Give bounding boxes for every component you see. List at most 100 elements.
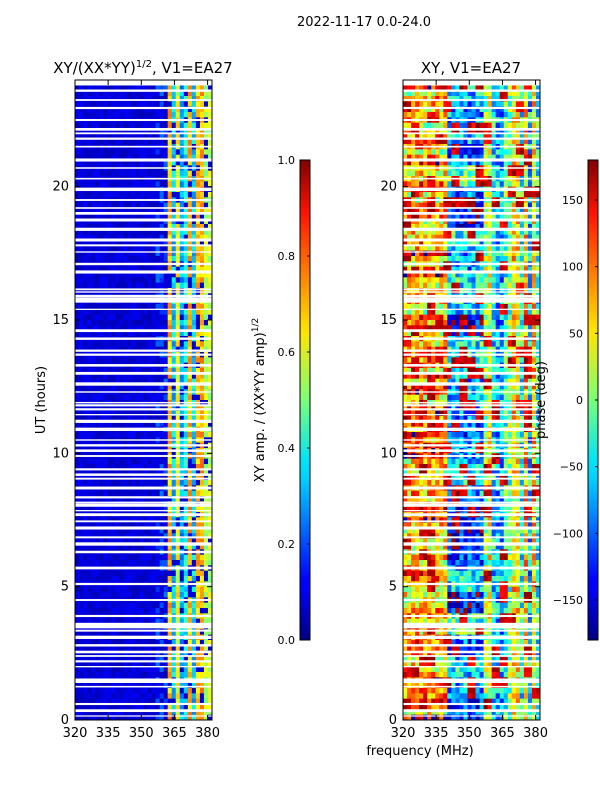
heatmap-cell	[131, 133, 137, 140]
heatmap-cell	[183, 357, 189, 364]
heatmap-cell	[143, 309, 149, 316]
heatmap-cell	[195, 229, 201, 236]
heatmap-cell	[79, 208, 84, 214]
heatmap-cell	[187, 96, 193, 102]
heatmap-cell	[147, 85, 153, 92]
heatmap-cell	[91, 421, 96, 428]
heatmap-cell	[179, 661, 185, 668]
heatmap-cell	[171, 682, 177, 689]
heatmap-cell	[83, 373, 88, 380]
heatmap-cell	[111, 133, 116, 140]
heatmap-cell	[203, 506, 209, 513]
heatmap-cell	[455, 106, 461, 113]
heatmap-cell	[183, 192, 189, 198]
heatmap-cell	[119, 341, 124, 348]
heatmap-cell	[123, 410, 128, 417]
heatmap-cell	[127, 458, 133, 465]
heatmap-cell	[471, 128, 477, 134]
heatmap-cell	[119, 101, 124, 108]
heatmap-cell	[167, 709, 173, 716]
heatmap-cell	[443, 101, 448, 108]
heatmap-cell	[127, 272, 133, 278]
heatmap-cell	[159, 608, 165, 614]
heatmap-cell	[415, 96, 420, 102]
heatmap-cell	[487, 106, 493, 113]
heatmap-cell	[83, 698, 88, 705]
heatmap-cell	[427, 90, 432, 97]
heatmap-cell	[187, 698, 193, 705]
heatmap-cell	[191, 496, 197, 502]
heatmap-cell	[111, 96, 116, 102]
heatmap-cell	[111, 373, 116, 380]
heatmap-cell	[139, 96, 145, 102]
heatmap-cell	[175, 709, 181, 716]
heatmap-cell	[135, 90, 141, 97]
heatmap-cell	[139, 320, 145, 326]
heatmap-cell	[459, 170, 465, 177]
heatmap-cell	[119, 384, 124, 390]
heatmap-cell	[175, 181, 181, 188]
heatmap-cell	[79, 666, 84, 673]
heatmap-cell	[147, 421, 153, 428]
heatmap-cell	[199, 394, 205, 401]
heatmap-cell	[163, 325, 169, 332]
heatmap-cell	[519, 133, 525, 140]
heatmap-cell	[147, 517, 153, 524]
heatmap-cell	[195, 245, 201, 252]
heatmap-cell	[87, 661, 92, 668]
heatmap-cell	[195, 432, 201, 438]
heatmap-cell	[87, 85, 92, 92]
heatmap-cell	[207, 384, 212, 390]
heatmap-cell	[203, 325, 209, 332]
flagged-row	[75, 99, 212, 101]
heatmap-cell	[495, 85, 501, 92]
heatmap-cell	[111, 629, 116, 636]
heatmap-cell	[99, 602, 104, 609]
heatmap-cell	[167, 517, 173, 524]
heatmap-cell	[455, 90, 461, 97]
heatmap-cell	[455, 181, 461, 188]
heatmap-cell	[475, 192, 481, 198]
heatmap-cell	[87, 250, 92, 257]
heatmap-cell	[419, 154, 424, 161]
heatmap-cell	[91, 138, 96, 145]
heatmap-cell	[147, 410, 153, 417]
heatmap-cell	[139, 602, 145, 609]
heatmap-cell	[183, 560, 189, 566]
heatmap-cell	[163, 688, 169, 694]
heatmap-cell	[471, 112, 477, 118]
heatmap-cell	[87, 709, 92, 716]
heatmap-cell	[79, 384, 84, 390]
heatmap-cell	[99, 341, 104, 348]
heatmap-cell	[159, 170, 165, 177]
heatmap-cell	[83, 688, 88, 694]
heatmap-cell	[99, 208, 104, 214]
heatmap-cell	[515, 170, 521, 177]
heatmap-cell	[151, 112, 157, 118]
heatmap-cell	[515, 133, 521, 140]
heatmap-cell	[95, 629, 100, 636]
heatmap-cell	[95, 682, 100, 689]
heatmap-cell	[79, 240, 84, 246]
heatmap-cell	[143, 650, 149, 657]
heatmap-cell	[159, 192, 165, 198]
heatmap-cell	[107, 432, 112, 438]
heatmap-cell	[115, 240, 120, 246]
heatmap-cell	[151, 256, 157, 262]
heatmap-cell	[159, 592, 165, 598]
heatmap-cell	[103, 560, 108, 566]
heatmap-cell	[175, 106, 181, 113]
heatmap-cell	[403, 101, 408, 108]
heatmap-cell	[447, 122, 452, 129]
heatmap-cell	[131, 341, 137, 348]
heatmap-cell	[163, 357, 169, 364]
heatmap-cell	[111, 672, 116, 678]
heatmap-cell	[183, 181, 189, 188]
heatmap-cell	[131, 213, 137, 220]
heatmap-cell	[163, 394, 169, 401]
heatmap-cell	[91, 234, 96, 241]
heatmap-cell	[199, 208, 205, 214]
heatmap-cell	[127, 672, 133, 678]
heatmap-cell	[183, 309, 189, 316]
heatmap-cell	[459, 90, 465, 97]
